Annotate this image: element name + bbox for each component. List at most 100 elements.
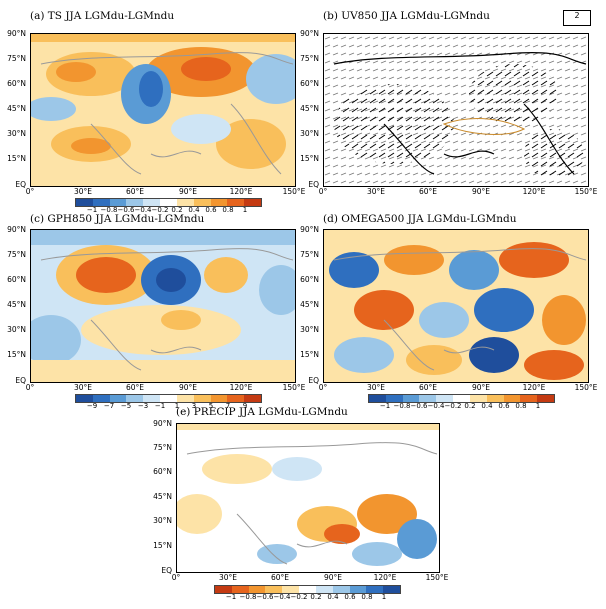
colorbar-a-label: 0.4 — [188, 206, 200, 214]
lon-label: 150°E — [574, 187, 598, 196]
colorbar-c-label: 3 — [191, 402, 197, 410]
lat-label: EQ — [308, 180, 319, 189]
colorbar-d-label: 0.6 — [498, 402, 510, 410]
lon-label: 90°E — [178, 187, 198, 196]
colorbar-c-label: −7 — [103, 402, 115, 410]
panel-b-title: (b) UV850 JJA LGMdu-LGMndu — [323, 10, 490, 22]
colorbar-c-label: 7 — [225, 402, 231, 410]
panel-a-title: (a) TS JJA LGMdu-LGMndu — [30, 10, 175, 22]
lat-label: 60°N — [7, 275, 26, 284]
lat-label: 90°N — [7, 225, 26, 234]
lat-label: 60°N — [7, 79, 26, 88]
colorbar-d-label: −0.2 — [444, 402, 462, 410]
lat-label: 15°N — [300, 154, 319, 163]
lat-label: 75°N — [300, 54, 319, 63]
colorbar-d-label: −0.4 — [427, 402, 445, 410]
lon-label: 150°E — [282, 187, 306, 196]
lat-label: 45°N — [300, 300, 319, 309]
colorbar-e-label: 0.8 — [361, 593, 373, 601]
lat-label: EQ — [15, 376, 26, 385]
lon-label: 30°E — [218, 573, 238, 582]
lon-label: 30°E — [366, 383, 386, 392]
colorbar-c-label: 5 — [208, 402, 214, 410]
lon-label: 60°E — [418, 187, 438, 196]
colorbar-d-label: −1 — [379, 402, 391, 410]
colorbar-d-label: 0.2 — [464, 402, 476, 410]
colorbar-a-label: 0.2 — [171, 206, 183, 214]
colorbar-e-label: 1 — [381, 593, 387, 601]
lon-label: 120°E — [229, 187, 253, 196]
colorbar-d-label: 0.4 — [481, 402, 493, 410]
lon-label: 60°E — [125, 187, 145, 196]
colorbar-a-label: −0.2 — [151, 206, 169, 214]
lat-label: EQ — [15, 180, 26, 189]
lat-label: 45°N — [153, 492, 172, 501]
lat-label: 60°N — [300, 275, 319, 284]
lon-label: 30°E — [73, 383, 93, 392]
colorbar-c-label: 1 — [174, 402, 180, 410]
lat-label: 30°N — [300, 129, 319, 138]
colorbar-e — [214, 585, 401, 594]
lon-label: 120°E — [373, 573, 397, 582]
lon-label: 0° — [318, 383, 328, 392]
lon-label: 60°E — [125, 383, 145, 392]
lat-label: 60°N — [153, 467, 172, 476]
lon-label: 30°E — [366, 187, 386, 196]
colorbar-e-label: −0.8 — [239, 593, 257, 601]
colorbar-e-label: −0.2 — [290, 593, 308, 601]
lon-label: 150°E — [425, 573, 449, 582]
colorbar-d-label: −0.6 — [410, 402, 428, 410]
colorbar-c-label: −5 — [120, 402, 132, 410]
panel-c-title: (c) GPH850 JJA LGMdu-LGMndu — [30, 213, 205, 225]
lat-label: EQ — [308, 376, 319, 385]
lat-label: 45°N — [7, 104, 26, 113]
colorbar-a-label: −0.4 — [134, 206, 152, 214]
lon-label: 30°E — [73, 187, 93, 196]
lat-label: 90°N — [153, 419, 172, 428]
lat-label: 90°N — [7, 29, 26, 38]
colorbar-c-label: 9 — [242, 402, 248, 410]
colorbar-e-label: 0.6 — [344, 593, 356, 601]
lat-label: 15°N — [7, 350, 26, 359]
lat-label: 15°N — [153, 541, 172, 550]
lon-label: 120°E — [522, 187, 546, 196]
lat-label: 75°N — [7, 54, 26, 63]
lon-label: 120°E — [229, 383, 253, 392]
lon-label: 0° — [25, 383, 35, 392]
colorbar-a-label: 0.6 — [205, 206, 217, 214]
lat-label: 75°N — [300, 250, 319, 259]
colorbar-e-label: −0.6 — [256, 593, 274, 601]
colorbar-a-label: −0.6 — [117, 206, 135, 214]
lat-label: 45°N — [7, 300, 26, 309]
lat-label: EQ — [161, 566, 172, 575]
lon-label: 150°E — [574, 383, 598, 392]
reference-vector-box: 2 — [563, 10, 591, 26]
lat-label: 90°N — [300, 225, 319, 234]
panel-b-map — [323, 33, 589, 187]
colorbar-c — [75, 394, 262, 403]
lat-label: 30°N — [7, 325, 26, 334]
lat-label: 75°N — [153, 443, 172, 452]
colorbar-a-label: 1 — [242, 206, 248, 214]
colorbar-c-label: −9 — [86, 402, 98, 410]
lon-label: 120°E — [522, 383, 546, 392]
panel-d-map — [323, 229, 589, 383]
lon-label: 90°E — [471, 187, 491, 196]
lon-label: 90°E — [471, 383, 491, 392]
lon-label: 0° — [318, 187, 328, 196]
lon-label: 60°E — [418, 383, 438, 392]
lon-label: 150°E — [282, 383, 306, 392]
lon-label: 60°E — [270, 573, 290, 582]
colorbar-c-label: −1 — [154, 402, 166, 410]
lat-label: 30°N — [7, 129, 26, 138]
colorbar-e-label: −0.4 — [273, 593, 291, 601]
colorbar-e-label: 0.2 — [310, 593, 322, 601]
colorbar-a-label: 0.8 — [222, 206, 234, 214]
panel-e-title: (e) PRECIP JJA LGMdu-LGMndu — [176, 406, 348, 418]
lat-label: 60°N — [300, 79, 319, 88]
lat-label: 30°N — [300, 325, 319, 334]
colorbar-a — [75, 198, 262, 207]
colorbar-d — [368, 394, 555, 403]
colorbar-e-label: −1 — [225, 593, 237, 601]
lat-label: 45°N — [300, 104, 319, 113]
